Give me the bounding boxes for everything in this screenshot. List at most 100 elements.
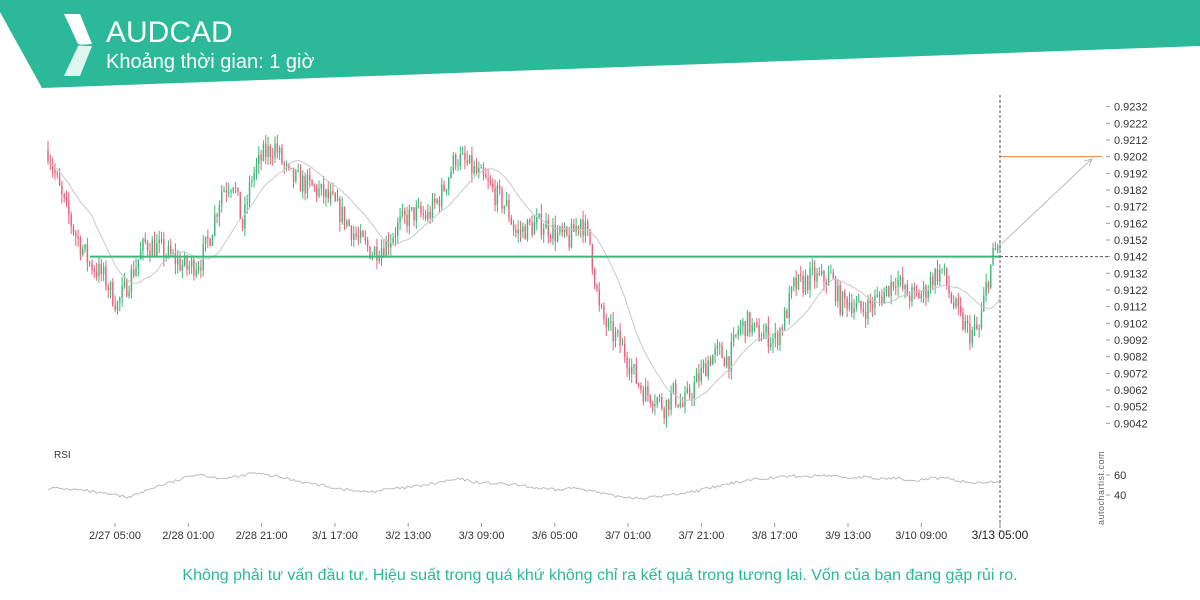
- candle-body: [897, 279, 899, 287]
- candle-body: [343, 206, 346, 226]
- candle-body: [913, 287, 916, 290]
- candle-body: [962, 312, 964, 330]
- y-tick-label: 0.9102: [1114, 318, 1148, 330]
- candle-body: [846, 298, 848, 309]
- rsi-panel: RSI 60 40: [47, 450, 1126, 502]
- candle-body: [459, 154, 462, 166]
- candle-body: [255, 164, 258, 173]
- candle-body: [566, 226, 568, 236]
- y-tick-label: 0.9232: [1114, 102, 1148, 114]
- candle-body: [674, 383, 677, 405]
- candle-body: [496, 185, 499, 206]
- candle-body: [628, 367, 631, 374]
- candle-body: [399, 215, 401, 223]
- candle-body: [373, 247, 376, 256]
- candle-body: [839, 285, 841, 315]
- candle-body: [996, 246, 999, 251]
- candle-body: [686, 388, 689, 393]
- candle-body: [128, 291, 130, 297]
- candle-body: [841, 291, 844, 315]
- candle-body: [684, 392, 686, 407]
- candle-body: [512, 224, 515, 230]
- candle-body: [580, 219, 582, 230]
- candle-body: [457, 165, 459, 167]
- price-panel: 0.9232 0.9222 0.9212 0.9202 0.9192 0.9182 0.91…: [47, 95, 1148, 535]
- candle-body: [130, 269, 133, 292]
- candle-body: [651, 403, 654, 407]
- y-tick-label: 0.9112: [1114, 302, 1147, 314]
- candle-body: [332, 191, 334, 194]
- candle-body: [871, 304, 874, 308]
- candle-body: [172, 253, 174, 255]
- candle-body: [878, 295, 881, 297]
- candle-body: [709, 360, 712, 365]
- candle-body: [774, 332, 777, 339]
- candle-body: [82, 248, 84, 255]
- candle-body: [617, 330, 619, 333]
- candle-body: [68, 200, 70, 215]
- x-axis: 2/27 05:00 2/28 01:00 2/28 21:00 3/1 17:00 3…: [89, 523, 1029, 542]
- candle-body: [149, 250, 151, 256]
- candle-body: [827, 272, 830, 285]
- candle-body: [355, 233, 357, 237]
- candle-body: [295, 170, 297, 182]
- candle-body: [478, 168, 480, 173]
- candle-body: [417, 205, 420, 207]
- candle-body: [888, 286, 890, 296]
- candle-body: [95, 271, 98, 277]
- candle-body: [84, 244, 86, 249]
- y-tick-label: 0.9152: [1114, 235, 1148, 247]
- candle-body: [705, 362, 707, 377]
- candle-body: [559, 226, 561, 233]
- candle-body: [519, 229, 522, 232]
- candle-body: [860, 300, 862, 309]
- candle-body: [364, 236, 367, 241]
- candle-body: [329, 191, 332, 199]
- y-tick-label: 0.9172: [1114, 202, 1148, 214]
- candle-body: [517, 229, 519, 234]
- candle-body: [515, 229, 517, 234]
- candle-body: [207, 236, 209, 239]
- candle-body: [424, 214, 427, 219]
- candle-body: [452, 154, 455, 172]
- candle-body: [142, 239, 144, 251]
- candle-body: [668, 399, 670, 410]
- candle-body: [959, 306, 962, 313]
- candle-body: [869, 300, 872, 305]
- candle-body: [227, 192, 230, 194]
- candle-body: [603, 306, 605, 319]
- candle-body: [47, 150, 49, 162]
- y-tick-label: 0.9162: [1114, 218, 1148, 230]
- candle-body: [941, 268, 943, 270]
- candle-body: [281, 147, 283, 164]
- candle-body: [271, 156, 274, 158]
- candle-body: [790, 286, 793, 293]
- y-tick-label: 0.9202: [1114, 152, 1148, 164]
- candle-body: [908, 296, 911, 302]
- candle-body: [309, 174, 311, 181]
- candle-body: [670, 392, 672, 410]
- candle-body: [813, 267, 816, 282]
- candle-body: [251, 180, 253, 183]
- candle-body: [394, 235, 397, 238]
- candle-body: [186, 256, 188, 270]
- candle-body: [156, 243, 158, 256]
- candle-body: [800, 274, 802, 276]
- candle-body: [267, 146, 269, 158]
- candle-body: [241, 219, 244, 229]
- candle-body: [480, 167, 482, 169]
- candle-body: [211, 235, 214, 246]
- y-tick-label: 0.9122: [1114, 285, 1148, 297]
- candle-body: [725, 356, 728, 367]
- candle-body: [955, 298, 957, 307]
- candle-body: [406, 215, 408, 227]
- candle-body: [640, 385, 642, 390]
- candle-body: [531, 222, 533, 235]
- candle-body: [788, 292, 790, 319]
- candle-body: [985, 282, 987, 296]
- candle-body: [605, 318, 607, 328]
- candle-body: [86, 244, 89, 263]
- candle-body: [466, 160, 468, 164]
- candle-body: [765, 325, 767, 334]
- y-tick-label: 0.9142: [1114, 252, 1148, 264]
